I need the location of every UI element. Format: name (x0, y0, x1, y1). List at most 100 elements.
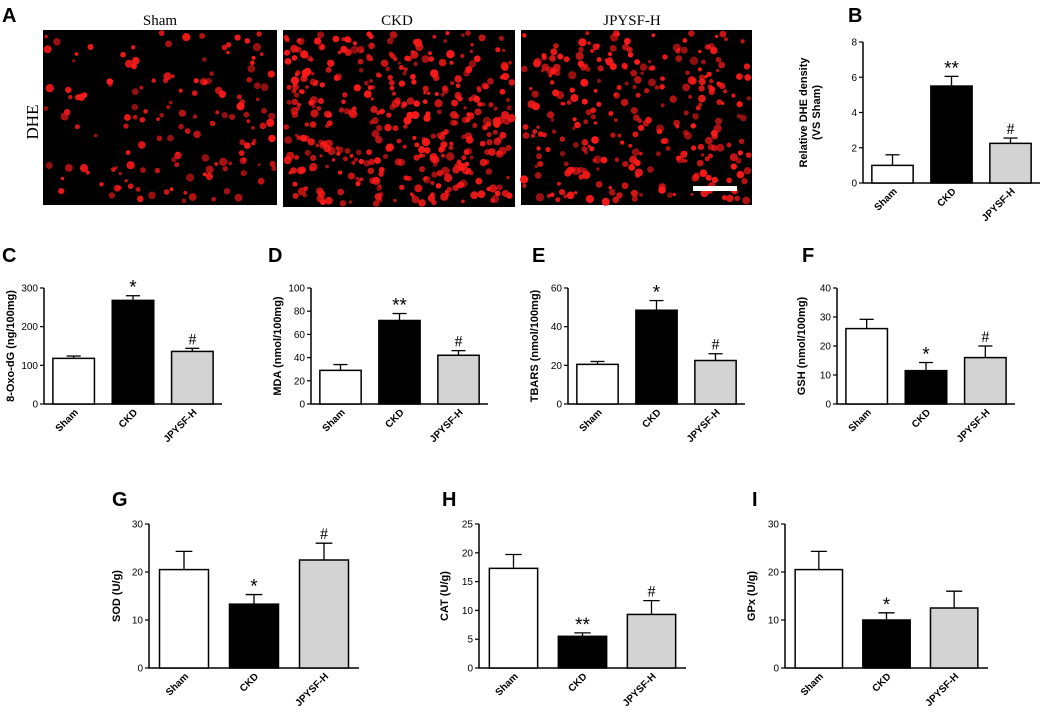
y-axis-label: Relative DHE density(VS Sham) (798, 57, 823, 168)
y-tick-label: 4 (851, 108, 857, 119)
y-tick-label: 10 (462, 606, 474, 617)
y-tick-label: 10 (132, 616, 144, 627)
dhe-row-label: DHE (23, 105, 42, 140)
category-label: CKD (871, 671, 894, 694)
image-title-jpysf: JPYSF-H (603, 13, 661, 29)
y-tick-label: 200 (21, 322, 38, 333)
significance-mark: # (1007, 121, 1015, 138)
y-axis-label: TBARS (nmol/100mg) (529, 289, 541, 402)
y-tick-label: 0 (299, 400, 305, 411)
y-axis-label: GSH (nmol/100mg) (796, 296, 808, 395)
category-label: Sham (321, 407, 348, 434)
y-tick-label: 20 (820, 342, 832, 353)
chart-b: B 0 2 4 6 8 Relative DHE density(VS Sham) Sham *… (798, 5, 1040, 224)
scale-bar (693, 186, 737, 191)
bar-ckd (557, 635, 608, 669)
bar-ckd (930, 85, 973, 184)
y-tick-label: 40 (294, 353, 306, 364)
y-tick-label: 20 (768, 568, 780, 579)
bar-ckd (635, 309, 678, 405)
y-tick-label: 40 (820, 284, 832, 295)
bar-sham (871, 164, 914, 184)
bar-sham (52, 357, 96, 405)
bar-sham (158, 568, 210, 669)
y-tick-label: 0 (851, 179, 857, 190)
y-tick-label: 0 (32, 400, 38, 411)
category-label: JPYSF-H (955, 407, 993, 445)
micrograph-sham-cells (43, 30, 277, 204)
y-tick-label: 30 (132, 520, 144, 531)
bar-jpysf-h (929, 607, 979, 669)
y-tick-label: 6 (851, 73, 857, 84)
category-label: CKD (910, 407, 933, 430)
significance-mark: # (188, 331, 196, 348)
panel-letter-c: C (2, 245, 16, 267)
bar-jpysf-h (963, 356, 1007, 405)
y-tick-label: 15 (462, 577, 474, 588)
category-label: CKD (238, 671, 261, 694)
y-tick-label: 100 (21, 361, 38, 372)
y-axis-label: CAT (U/g) (439, 571, 451, 621)
category-label: CKD (117, 407, 140, 430)
micrograph-ckd-cells (283, 30, 516, 207)
y-tick-label: 0 (137, 664, 143, 675)
panel-letter-h: H (442, 489, 456, 511)
significance-mark: # (455, 334, 463, 351)
panel-letter-b: B (848, 5, 862, 27)
category-label: JPYSF-H (980, 186, 1018, 224)
y-axis-label: SOD (U/g) (111, 570, 123, 622)
significance-mark: * (129, 278, 137, 299)
micrograph-jpysf-cells (520, 30, 752, 206)
y-axis-label: GPx (U/g) (746, 571, 758, 621)
y-axis-label: 8-Oxo-dG (ng/100mg) (5, 290, 17, 402)
y-tick-label: 10 (768, 616, 780, 627)
bar-jpysf-h (437, 354, 480, 405)
category-label: Sham (164, 671, 191, 698)
category-label: CKD (641, 407, 664, 430)
significance-mark: ** (392, 296, 407, 317)
y-tick-label: 20 (551, 361, 563, 372)
bar-sham (576, 363, 619, 405)
panel-letter-a: A (2, 5, 16, 27)
bar-ckd (862, 619, 911, 669)
category-label: JPYSF-H (685, 407, 723, 445)
y-tick-label: 20 (462, 548, 474, 559)
y-tick-label: 80 (294, 307, 306, 318)
bar-ckd (904, 369, 948, 405)
category-label: CKD (384, 407, 407, 430)
panel-letter-d: D (268, 245, 282, 267)
y-tick-label: 60 (551, 284, 563, 295)
significance-mark: * (653, 283, 661, 304)
y-tick-label: 60 (294, 330, 306, 341)
image-title-ckd: CKD (381, 13, 413, 29)
category-label: JPYSF-H (162, 407, 200, 445)
category-label: JPYSF-H (621, 671, 659, 709)
y-tick-label: 30 (768, 520, 780, 531)
panel-letter-f: F (802, 245, 814, 267)
chart-c: C 0 100 200 300 8-Oxo-dG (ng/100mg) Sham * CKD # J… (2, 245, 222, 445)
category-label: Sham (54, 407, 81, 434)
y-tick-label: 30 (820, 313, 832, 324)
y-tick-label: 0 (467, 664, 473, 675)
category-label: CKD (567, 671, 590, 694)
bar-jpysf-h (694, 359, 737, 405)
y-tick-label: 0 (773, 664, 779, 675)
y-tick-label: 2 (851, 143, 857, 154)
significance-mark: * (883, 595, 891, 616)
category-label: CKD (936, 186, 959, 209)
y-tick-label: 0 (556, 400, 562, 411)
y-tick-label: 10 (820, 371, 832, 382)
bar-ckd (228, 603, 280, 669)
chart-h: H 0 5 10 15 20 25 CAT (U/g) Sham ** CKD # JPYSF-H (439, 489, 686, 709)
significance-mark: ** (575, 615, 590, 636)
panel-letter-i: I (752, 489, 758, 511)
bar-ckd (111, 299, 155, 405)
panel-a: A DHE Sham CKD JPYSF-H (2, 5, 752, 207)
significance-mark: # (648, 584, 656, 601)
category-label: Sham (494, 671, 521, 698)
y-tick-label: 100 (288, 284, 305, 295)
significance-mark: * (250, 577, 258, 598)
significance-mark: # (712, 337, 720, 354)
significance-mark: # (981, 329, 989, 346)
